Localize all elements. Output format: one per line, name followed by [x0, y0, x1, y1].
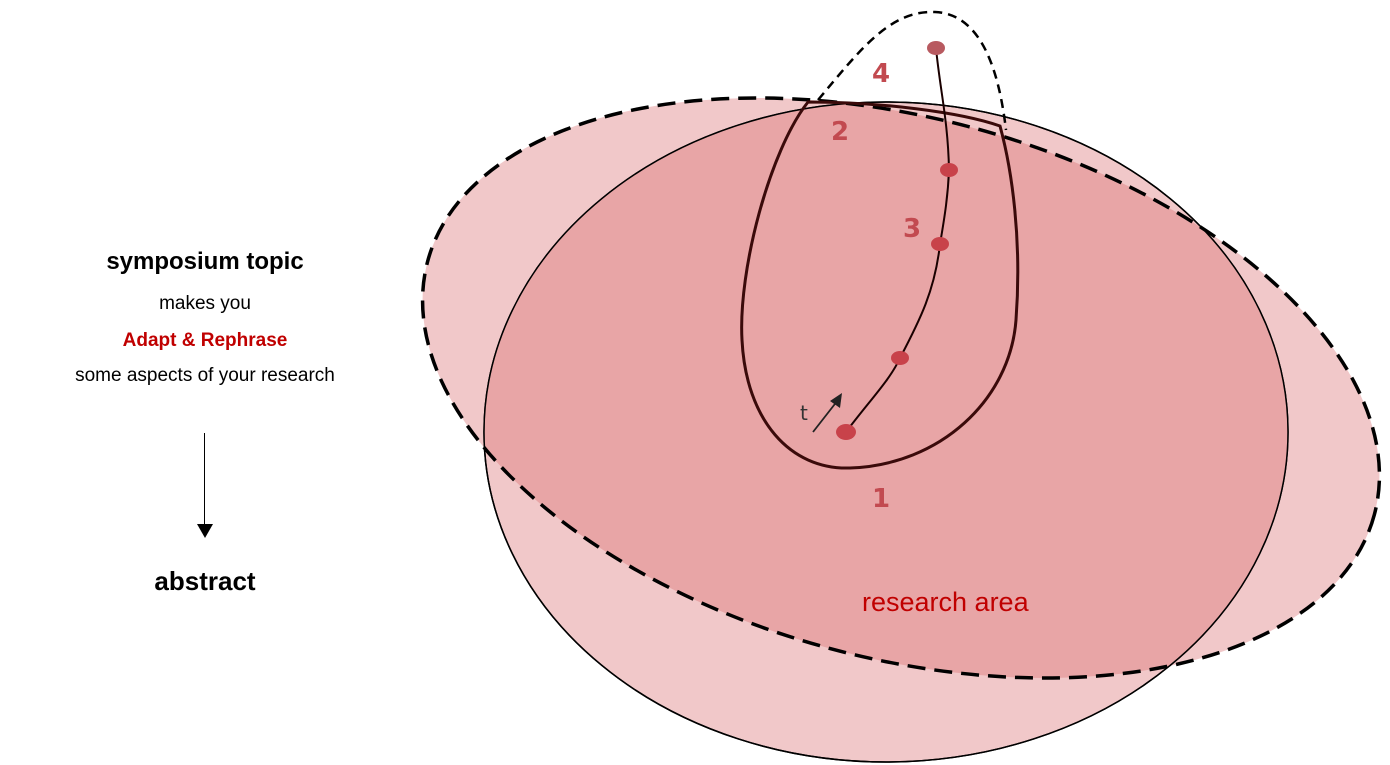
time-label: t: [800, 401, 808, 425]
trajectory-point: [931, 237, 949, 251]
point-label-3: 3: [903, 214, 921, 244]
point-label-1: 1: [872, 484, 890, 514]
point-label-2: 2: [831, 117, 849, 147]
research-area-label: research area: [862, 587, 1030, 617]
trajectory-point: [940, 163, 958, 177]
trajectory-point: [836, 424, 856, 440]
point-label-4: 4: [872, 59, 890, 89]
trajectory-point: [891, 351, 909, 365]
trajectory-point: [927, 41, 945, 55]
